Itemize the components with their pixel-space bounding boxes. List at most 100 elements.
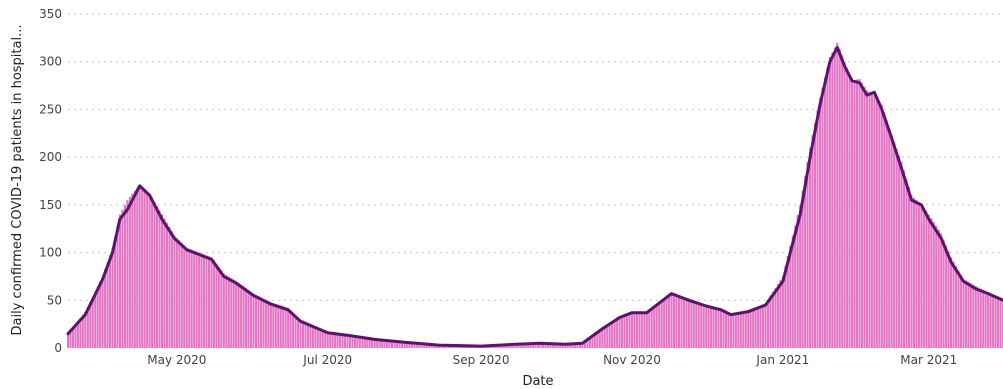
x-tick-label: May 2020 xyxy=(147,353,206,367)
bar xyxy=(648,309,651,348)
x-axis-title: Date xyxy=(522,374,553,389)
bar xyxy=(959,274,962,348)
bar xyxy=(403,342,406,348)
bar xyxy=(593,332,596,348)
bar xyxy=(806,161,809,348)
bar xyxy=(126,200,129,348)
bar xyxy=(104,269,107,348)
bar xyxy=(240,284,243,348)
bar xyxy=(964,280,967,348)
bar xyxy=(734,312,737,348)
bar xyxy=(588,336,591,348)
bar xyxy=(425,344,428,348)
bar xyxy=(143,189,146,348)
bar xyxy=(967,281,970,348)
bar xyxy=(764,303,767,348)
bar xyxy=(779,280,782,348)
bar xyxy=(561,343,564,348)
x-tick-label: Sep 2020 xyxy=(453,353,510,367)
bar xyxy=(66,333,70,348)
bar xyxy=(598,328,601,348)
bar xyxy=(932,222,935,348)
bar xyxy=(737,312,740,348)
bar xyxy=(885,120,888,348)
bar xyxy=(554,343,557,348)
bar xyxy=(294,314,297,348)
bar xyxy=(366,337,369,348)
bar xyxy=(559,343,562,348)
bar xyxy=(633,311,636,348)
bar xyxy=(672,294,676,348)
bar xyxy=(289,310,292,348)
bar xyxy=(942,239,945,348)
bar xyxy=(907,186,911,348)
bar xyxy=(987,292,990,348)
bar xyxy=(930,218,933,348)
bar xyxy=(954,266,958,348)
bar xyxy=(895,149,898,348)
bar xyxy=(873,95,876,348)
bar xyxy=(232,279,235,348)
bar xyxy=(250,291,253,348)
bar xyxy=(133,190,136,348)
bar xyxy=(395,341,399,348)
bar xyxy=(207,256,211,348)
bar xyxy=(811,135,814,348)
bar xyxy=(796,215,799,348)
bar xyxy=(685,297,688,348)
bar xyxy=(670,293,673,348)
bar xyxy=(121,209,124,348)
bar xyxy=(997,296,1000,348)
bar xyxy=(804,176,807,348)
bar xyxy=(695,301,698,348)
bar xyxy=(222,273,225,348)
bar xyxy=(101,276,104,348)
bar xyxy=(418,343,421,348)
bar xyxy=(428,344,431,348)
bar xyxy=(917,202,920,348)
bar xyxy=(123,204,126,348)
bar xyxy=(351,335,354,348)
bar xyxy=(267,300,270,348)
bar xyxy=(160,214,164,348)
bars-series xyxy=(66,42,1003,349)
bar xyxy=(69,330,72,348)
bar xyxy=(190,249,193,348)
bar xyxy=(188,248,191,348)
bar xyxy=(786,255,789,348)
bar xyxy=(269,302,272,348)
bar xyxy=(984,291,987,348)
bar xyxy=(212,260,215,348)
bar xyxy=(576,342,579,348)
bar xyxy=(700,303,703,348)
bar xyxy=(625,313,629,348)
bar xyxy=(727,312,730,348)
bar xyxy=(650,307,653,348)
bar xyxy=(816,110,819,348)
bar xyxy=(79,318,82,348)
bar xyxy=(529,343,532,348)
bar xyxy=(259,297,262,348)
bar xyxy=(551,343,554,348)
bar xyxy=(828,56,831,348)
bar xyxy=(675,294,678,348)
x-axis-ticks: May 2020 Jul 2020 Sep 2020 Nov 2020 Jan 2021… xyxy=(147,353,957,367)
bar xyxy=(183,245,186,348)
bar xyxy=(94,291,97,348)
bar xyxy=(319,328,322,348)
bar xyxy=(977,287,980,348)
bar xyxy=(771,291,774,348)
bar xyxy=(969,283,972,348)
bar xyxy=(517,343,520,348)
bar xyxy=(536,342,540,348)
bar xyxy=(301,320,305,348)
bar xyxy=(766,299,770,348)
bar xyxy=(128,196,131,348)
bar xyxy=(358,336,361,348)
bar xyxy=(146,191,149,348)
bar xyxy=(974,285,977,348)
bar xyxy=(153,201,156,348)
bar xyxy=(749,308,752,348)
bar xyxy=(784,266,787,348)
bar xyxy=(945,245,948,348)
